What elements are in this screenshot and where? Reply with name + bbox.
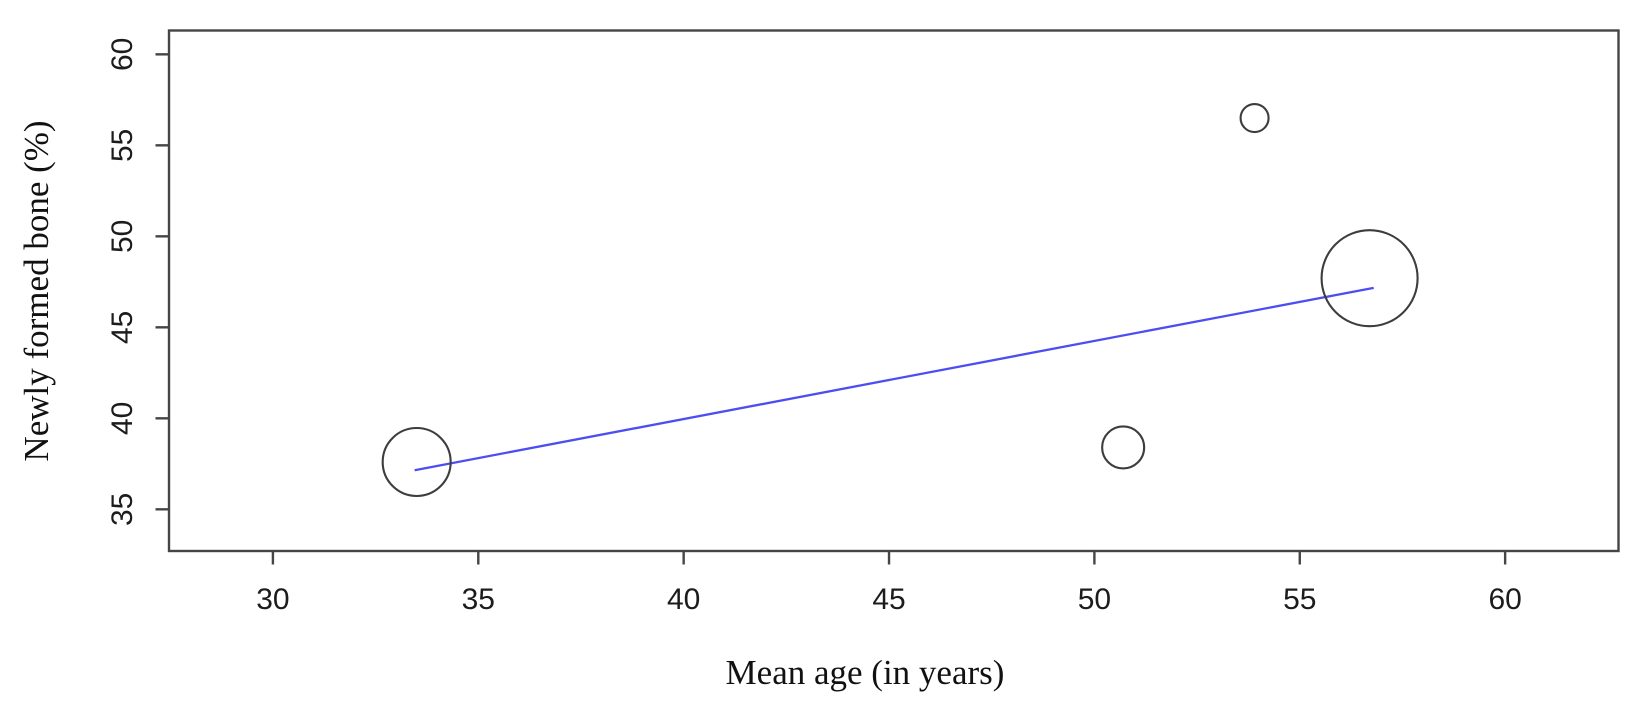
bubble-point <box>381 426 452 498</box>
x-tick-label: 50 <box>1078 583 1111 616</box>
x-axis-title: Mean age (in years) <box>726 653 1005 692</box>
plot-border <box>167 29 1620 553</box>
bubble-point <box>1239 102 1270 134</box>
x-tick-label: 45 <box>872 583 905 616</box>
bubble-point <box>1101 425 1146 470</box>
y-tick-label: 40 <box>106 402 139 435</box>
x-tick-label: 55 <box>1283 583 1316 616</box>
bubble-point <box>1320 229 1419 328</box>
regression-line-layer <box>414 286 1374 472</box>
y-tick-label: 50 <box>106 220 139 253</box>
y-tick-label: 55 <box>106 129 139 162</box>
regression-line <box>414 286 1374 472</box>
y-axis-title: Newly formed bone (%) <box>17 120 56 461</box>
x-tick-label: 60 <box>1488 583 1521 616</box>
y-tick-label: 35 <box>106 493 139 526</box>
x-tick-label: 35 <box>462 583 495 616</box>
x-tick-label: 40 <box>667 583 700 616</box>
x-tick-label: 30 <box>256 583 289 616</box>
y-tick-label: 60 <box>106 38 139 71</box>
axes-layer: 30 35 40 45 50 55 60 35 40 45 50 55 60 <box>106 29 1620 616</box>
y-tick-label: 45 <box>106 311 139 344</box>
bubble-layer <box>381 102 1419 498</box>
